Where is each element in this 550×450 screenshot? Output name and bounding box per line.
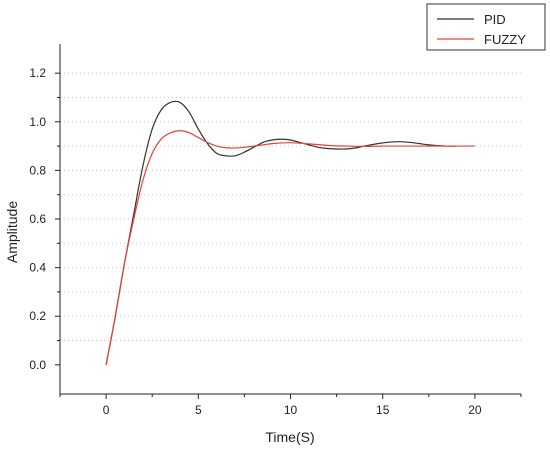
series-layer: [105, 100, 475, 365]
grid: [60, 72, 521, 342]
x-axis-label: Time(S): [265, 429, 314, 445]
y-axis-label: Amplitude: [4, 201, 20, 263]
y-tick-label: 0.0: [29, 358, 46, 372]
ticks: 0 5 10 15 20 0.0 0.2 0.4 0.6 0.8 1.0 1.2: [29, 66, 522, 417]
x-tick-label: 0: [103, 403, 110, 417]
x-tick-label: 10: [284, 403, 298, 417]
axes: [59, 44, 521, 395]
x-tick-label: 5: [195, 403, 202, 417]
legend-box: [426, 3, 546, 51]
y-tick-label: 0.4: [29, 261, 46, 275]
series-line-pid: [105, 100, 457, 365]
legend-label-pid: PID: [484, 12, 506, 27]
legend: PID FUZZY: [426, 3, 546, 51]
y-tick-label: 0.8: [29, 163, 46, 177]
legend-label-fuzzy: FUZZY: [484, 32, 526, 47]
y-tick-label: 0.6: [29, 212, 46, 226]
x-tick-label: 20: [468, 403, 482, 417]
series-line-fuzzy: [105, 130, 475, 365]
x-tick-label: 15: [376, 403, 390, 417]
y-tick-label: 1.0: [29, 115, 46, 129]
y-tick-label: 0.2: [29, 309, 46, 323]
y-tick-label: 1.2: [29, 66, 46, 80]
